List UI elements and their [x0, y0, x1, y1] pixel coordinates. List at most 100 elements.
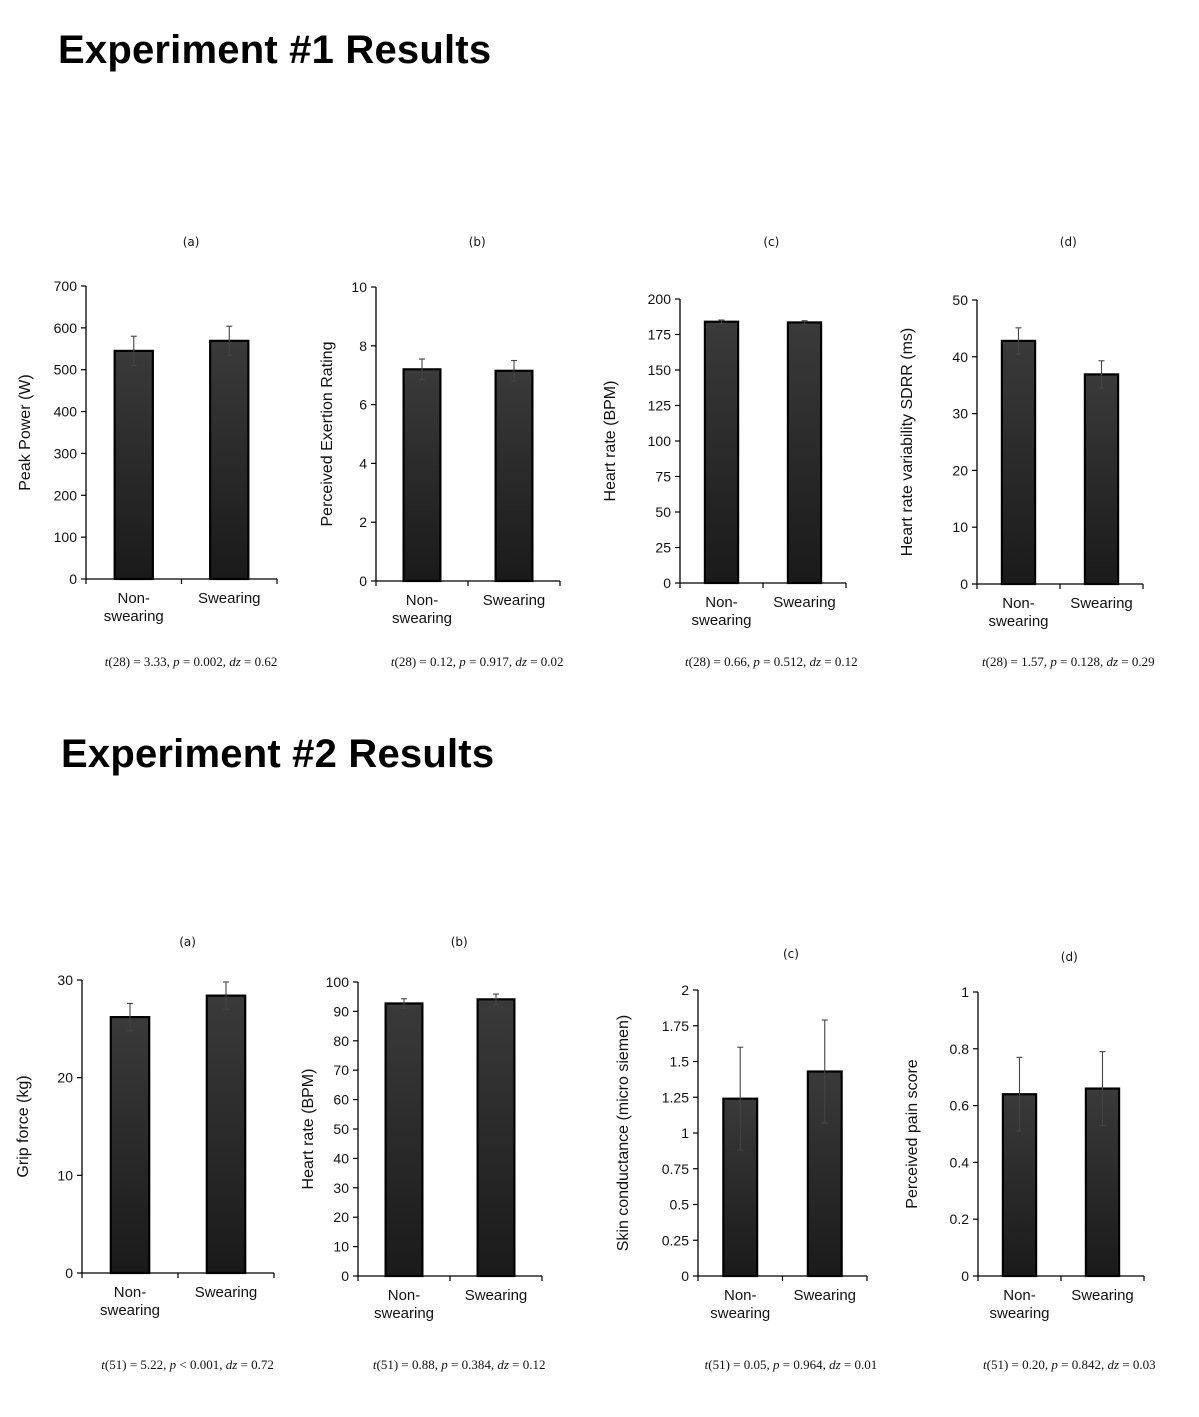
- chart-2-y-tick-label: 10: [351, 279, 367, 295]
- chart-8-y-tick-label: 0.6: [950, 1098, 970, 1114]
- chart-5-y-axis-label: Grip force (kg): [15, 1075, 32, 1177]
- chart-2-stats-text: t(28) = 0.12, p = 0.917, dz = 0.02: [391, 654, 564, 669]
- chart-6-panel-label: (b): [451, 935, 468, 949]
- chart-8-category-label: Swearing: [1071, 1287, 1134, 1304]
- chart-8-y-tick-label: 0: [961, 1268, 969, 1284]
- chart-1-category-label: Swearing: [198, 590, 261, 607]
- chart-1-panel-label: (a): [183, 235, 200, 249]
- chart-8-category-label: Non-swearing: [989, 1287, 1049, 1322]
- chart-2-y-tick-label: 8: [359, 338, 367, 354]
- chart-1-stats-text: t(28) = 3.33, p = 0.002, dz = 0.62: [105, 654, 278, 669]
- chart-8-y-tick-label: 0.2: [950, 1211, 970, 1227]
- chart-5-y-tick-label: 0: [65, 1265, 73, 1281]
- chart-5-y-tick-label: 30: [57, 972, 73, 988]
- chart-3-y-tick-label: 175: [648, 327, 672, 343]
- chart-3-bar-swearing: [786, 321, 823, 585]
- chart-4-y-tick-label: 40: [952, 349, 968, 365]
- chart-6-y-tick-label: 0: [341, 1268, 349, 1284]
- chart-7-y-tick-label: 0.75: [662, 1161, 689, 1177]
- chart-1-y-tick-label: 100: [54, 529, 78, 545]
- chart-6-stats-text: t(51) = 0.88, p = 0.384, dz = 0.12: [373, 1357, 546, 1372]
- chart-7-y-tick-label: 1.5: [670, 1054, 690, 1070]
- chart-4-y-tick-label: 50: [952, 292, 968, 308]
- chart-8-y-tick-label: 0.4: [950, 1154, 970, 1170]
- chart-6-y-tick-label: 10: [333, 1239, 349, 1255]
- chart-5-y-tick-label: 10: [57, 1167, 73, 1183]
- chart-3-y-tick-label: 150: [648, 362, 672, 378]
- chart-4-panel-label: (d): [1060, 235, 1077, 249]
- chart-4-y-axis-label: Heart rate variability SDRR (ms): [899, 328, 916, 556]
- chart-4-y-tick-label: 0: [960, 576, 968, 592]
- chart-8-y-axis-label: Perceived pain score: [904, 1059, 921, 1209]
- chart-7-panel-label: (c): [783, 947, 799, 961]
- chart-3-y-tick-label: 75: [655, 469, 671, 485]
- chart-4-y-tick-label: 30: [952, 406, 968, 422]
- chart-6-y-axis-label: Heart rate (BPM): [300, 1069, 317, 1190]
- chart-2-y-tick-label: 4: [359, 455, 367, 471]
- chart-7-y-tick-label: 1.75: [662, 1018, 689, 1034]
- chart-6-y-tick-label: 80: [333, 1033, 349, 1049]
- chart-4-y-tick-label: 10: [952, 519, 968, 535]
- chart-2-category-label: Swearing: [483, 592, 546, 609]
- chart-7-stats-text: t(51) = 0.05, p = 0.964, dz = 0.01: [705, 1357, 878, 1372]
- chart-6-y-tick-label: 30: [333, 1180, 349, 1196]
- chart-7-category-label: Non-swearing: [710, 1287, 770, 1322]
- chart-7-y-tick-label: 1: [681, 1125, 689, 1141]
- chart-4-stats-text: t(28) = 1.57, p = 0.128, dz = 0.29: [982, 654, 1155, 669]
- chart-6-bar-non-swearing: [384, 1002, 424, 1278]
- chart-3-y-tick-label: 0: [663, 575, 671, 591]
- chart-3-y-tick-label: 125: [648, 398, 672, 414]
- chart-7-y-tick-label: 1.25: [662, 1089, 689, 1105]
- chart-3-category-label: Swearing: [773, 594, 836, 611]
- chart-7-y-tick-label: 0.5: [670, 1197, 690, 1213]
- chart-6-category-label: Swearing: [465, 1287, 528, 1304]
- chart-6-y-tick-label: 100: [326, 974, 350, 990]
- chart-4-y-tick-label: 20: [952, 462, 968, 478]
- chart-6-y-tick-label: 50: [333, 1121, 349, 1137]
- chart-5-category-label: Swearing: [195, 1284, 258, 1301]
- chart-8-stats-text: t(51) = 0.20, p = 0.842, dz = 0.03: [983, 1357, 1156, 1372]
- chart-5-bar-non-swearing: [109, 1016, 151, 1275]
- chart-1-y-tick-label: 600: [54, 320, 78, 336]
- chart-8-y-tick-label: 0.8: [950, 1041, 970, 1057]
- chart-2-bar-non-swearing: [402, 368, 442, 583]
- chart-1-bar-non-swearing: [113, 349, 154, 581]
- chart-1-y-tick-label: 300: [54, 445, 78, 461]
- section-title-experiment-2: Experiment #2 Results: [61, 732, 495, 776]
- chart-4-category-label: Non-swearing: [988, 595, 1048, 630]
- chart-2-category-label: Non-swearing: [392, 592, 452, 627]
- chart-6-y-tick-label: 70: [333, 1062, 349, 1078]
- chart-1-y-tick-label: 200: [54, 487, 78, 503]
- chart-1-y-axis-label: Peak Power (W): [17, 374, 34, 490]
- chart-7-y-axis-label: Skin conductance (micro siemen): [615, 1015, 632, 1252]
- chart-3-bar-non-swearing: [703, 320, 740, 585]
- chart-7-category-label: Swearing: [793, 1287, 856, 1304]
- chart-3-panel-label: (c): [763, 235, 779, 249]
- chart-2-y-tick-label: 6: [359, 397, 367, 413]
- chart-6-y-tick-label: 40: [333, 1150, 349, 1166]
- chart-6-bar-swearing: [476, 998, 516, 1278]
- chart-2-panel-label: (b): [469, 235, 486, 249]
- section-title-experiment-1: Experiment #1 Results: [58, 28, 492, 72]
- chart-4-category-label: Swearing: [1070, 595, 1133, 612]
- chart-1-y-tick-label: 400: [54, 404, 78, 420]
- chart-1-y-tick-label: 700: [54, 278, 78, 294]
- chart-3-y-tick-label: 50: [655, 504, 671, 520]
- chart-6-y-tick-label: 90: [333, 1003, 349, 1019]
- chart-8-panel-label: (d): [1061, 950, 1078, 964]
- chart-6-y-tick-label: 20: [333, 1209, 349, 1225]
- chart-4-bar-swearing: [1083, 373, 1120, 586]
- chart-1-y-tick-label: 0: [69, 571, 77, 587]
- chart-7-y-tick-label: 0.25: [662, 1232, 689, 1248]
- chart-2-y-axis-label: Perceived Exertion Rating: [319, 342, 336, 527]
- chart-4-bar-non-swearing: [1000, 339, 1037, 586]
- chart-3-category-label: Non-swearing: [691, 594, 751, 629]
- chart-8-y-tick-label: 1: [961, 984, 969, 1000]
- chart-5-panel-label: (a): [179, 935, 196, 949]
- chart-1-bar-swearing: [209, 339, 250, 581]
- chart-2-bar-swearing: [494, 369, 534, 583]
- chart-1-category-label: Non-swearing: [104, 590, 164, 625]
- chart-3-y-tick-label: 25: [655, 540, 671, 556]
- chart-5-y-tick-label: 20: [57, 1070, 73, 1086]
